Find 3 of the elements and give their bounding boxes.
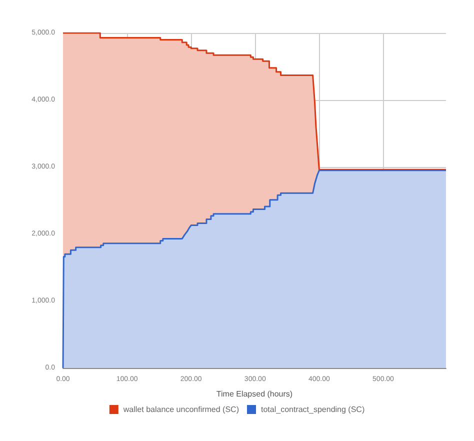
legend-label: total_contract_spending (SC): [261, 405, 365, 414]
x-axis-title: Time Elapsed (hours): [216, 390, 293, 398]
legend-label: wallet balance unconfirmed (SC): [122, 405, 240, 414]
